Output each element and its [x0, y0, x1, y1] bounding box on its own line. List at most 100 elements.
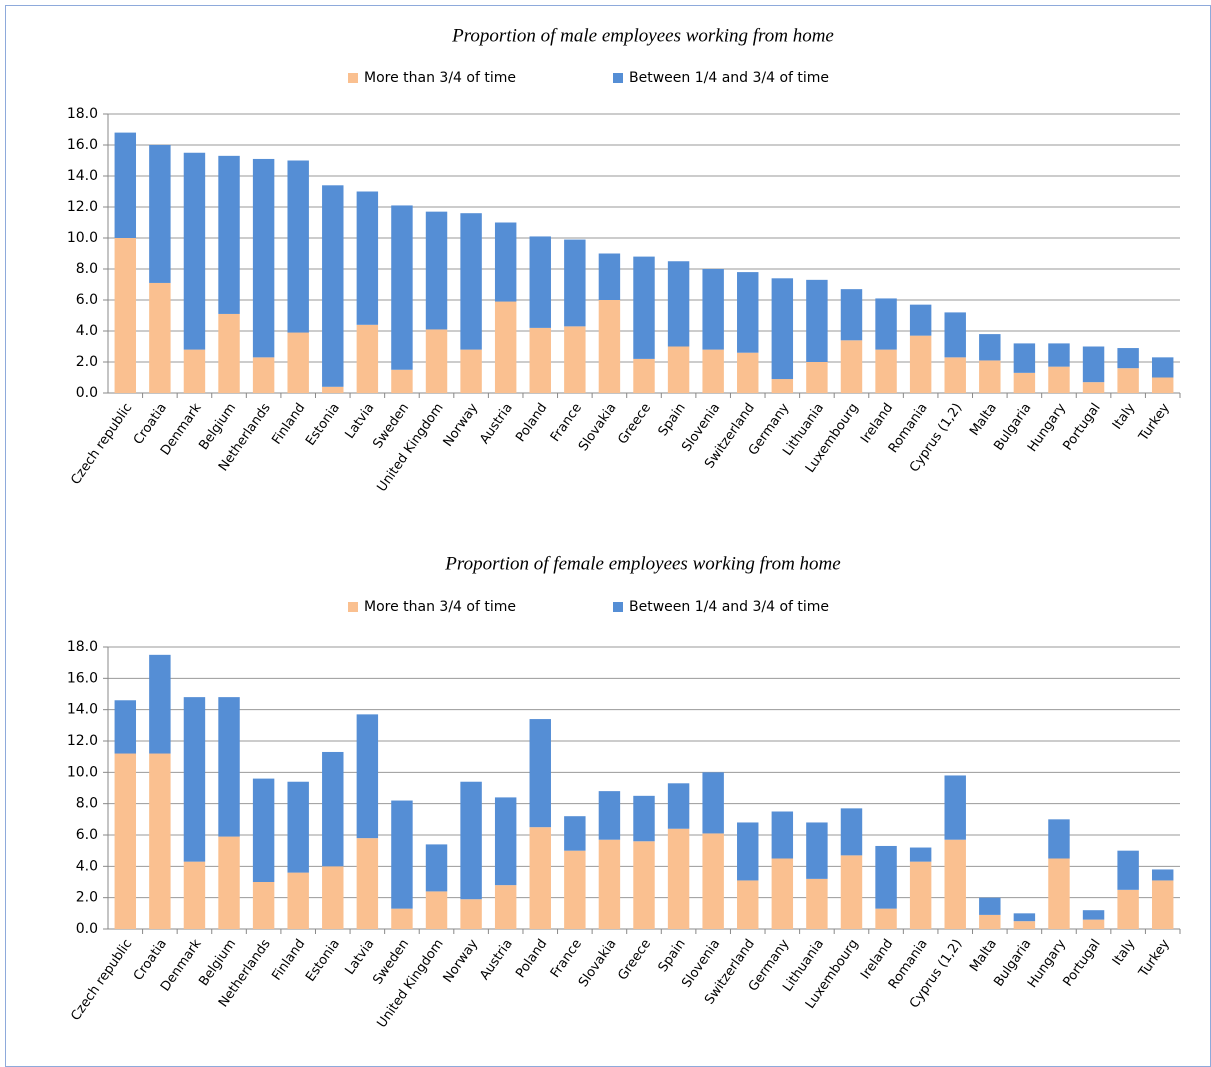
- bar-segment: [771, 278, 794, 380]
- bar-segment: [252, 158, 275, 358]
- y-tick-label: 8.0: [76, 796, 98, 812]
- bar-segment: [944, 312, 966, 358]
- bar-segment: [183, 349, 206, 393]
- bar-segment: [944, 839, 966, 929]
- bar-segment: [114, 700, 137, 754]
- bar-segment: [737, 272, 759, 353]
- bar-segment: [494, 885, 517, 929]
- bar-segment: [875, 349, 897, 393]
- bar-segment: [1151, 357, 1174, 378]
- bar-segment: [840, 808, 863, 856]
- bar-segment: [391, 800, 413, 909]
- bar-segment: [806, 822, 828, 879]
- bar-segment: [979, 360, 1001, 393]
- bar-segment: [909, 861, 932, 929]
- bar-segment: [737, 880, 759, 929]
- bar-segment: [702, 833, 724, 929]
- bar-segment: [1151, 377, 1174, 393]
- legend-label: Between 1/4 and 3/4 of time: [629, 70, 829, 86]
- bar-segment: [425, 844, 448, 892]
- y-tick-label: 12.0: [67, 199, 98, 215]
- bar-segment: [322, 866, 344, 929]
- y-tick-label: 8.0: [76, 261, 98, 277]
- y-tick-label: 4.0: [76, 323, 98, 339]
- bar-segment: [737, 352, 759, 393]
- bar-segment: [979, 897, 1001, 915]
- bar-segment: [218, 155, 240, 314]
- bar-segment: [564, 816, 586, 851]
- y-tick-label: 14.0: [67, 702, 98, 718]
- bar-segment: [702, 269, 724, 350]
- bar-segment: [529, 719, 551, 828]
- bar-segment: [494, 301, 517, 393]
- bar-segment: [564, 850, 586, 929]
- bar-segment: [494, 222, 517, 302]
- bar-segment: [114, 753, 137, 929]
- bar-segment: [737, 822, 759, 881]
- y-tick-label: 0.0: [76, 385, 98, 401]
- bar-segment: [460, 213, 482, 350]
- bar-segment: [356, 324, 379, 393]
- bar-segment: [1151, 869, 1174, 881]
- bar-segment: [806, 362, 828, 393]
- bar-segment: [149, 753, 171, 929]
- bar-segment: [149, 145, 171, 283]
- bar-segment: [322, 185, 344, 387]
- chart-title: Proportion of male employees working fro…: [451, 25, 834, 46]
- y-tick-label: 18.0: [67, 639, 98, 655]
- bar-segment: [1048, 366, 1070, 393]
- chart-title: Proportion of female employees working f…: [444, 553, 840, 574]
- bar-segment: [287, 332, 309, 393]
- bar-segment: [598, 839, 621, 929]
- bar-segment: [391, 369, 413, 393]
- bar-segment: [875, 845, 897, 909]
- bar-segment: [633, 256, 655, 359]
- bar-segment: [1082, 910, 1105, 920]
- legend-label: More than 3/4 of time: [364, 70, 516, 86]
- y-tick-label: 16.0: [67, 670, 98, 686]
- y-tick-label: 0.0: [76, 921, 98, 937]
- bar-segment: [460, 349, 482, 393]
- bar-segment: [322, 386, 344, 393]
- bar-segment: [702, 349, 724, 393]
- bar-segment: [1117, 850, 1139, 890]
- bar-segment: [564, 326, 586, 393]
- bar-segment: [633, 841, 655, 929]
- bar-segment: [806, 279, 828, 362]
- bar-segment: [667, 783, 690, 829]
- bar-segment: [1082, 346, 1105, 383]
- bar-segment: [1082, 919, 1105, 929]
- bar-segment: [529, 327, 551, 393]
- bar-segment: [218, 836, 240, 929]
- bar-segment: [356, 191, 379, 325]
- bar-segment: [771, 379, 794, 393]
- y-tick-label: 6.0: [76, 292, 98, 308]
- bar-segment: [218, 697, 240, 837]
- bar-segment: [1117, 348, 1139, 369]
- bar-segment: [875, 908, 897, 929]
- legend-swatch: [348, 73, 358, 83]
- bar-segment: [909, 304, 932, 336]
- bar-segment: [425, 329, 448, 393]
- y-tick-label: 2.0: [76, 354, 98, 370]
- y-tick-label: 10.0: [67, 230, 98, 246]
- bar-segment: [840, 289, 863, 341]
- bar-segment: [806, 878, 828, 929]
- bar-segment: [287, 781, 309, 873]
- y-tick-label: 4.0: [76, 858, 98, 874]
- bar-segment: [322, 751, 344, 867]
- bar-segment: [391, 205, 413, 370]
- bar-segment: [771, 858, 794, 929]
- bar-segment: [909, 335, 932, 393]
- bar-segment: [114, 238, 137, 393]
- legend-swatch: [613, 602, 623, 612]
- bar-segment: [1048, 858, 1070, 929]
- legend-label: More than 3/4 of time: [364, 599, 516, 615]
- y-tick-label: 10.0: [67, 764, 98, 780]
- bar-segment: [1082, 382, 1105, 393]
- legend-label: Between 1/4 and 3/4 of time: [629, 599, 829, 615]
- bar-segment: [356, 714, 379, 839]
- bar-segment: [114, 132, 137, 238]
- bar-segment: [979, 334, 1001, 361]
